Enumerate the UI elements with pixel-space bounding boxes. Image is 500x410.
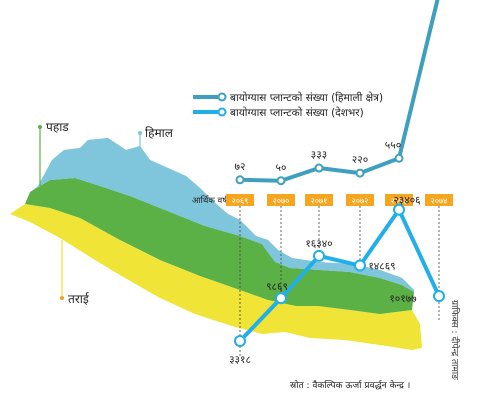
region-callouts: हिमाल पहाड तराई (38, 120, 174, 306)
year-tick-label: २०७१ (311, 197, 328, 206)
series-point (393, 203, 405, 216)
series-point (433, 290, 445, 303)
data-label: ५० (276, 162, 287, 174)
legend-item-deshbhar: बायोग्यास प्लान्टको संख्या (देशभर) (193, 106, 364, 119)
year-tick-box (346, 194, 374, 206)
year-tick-box (385, 194, 413, 206)
terai-callout-dot (60, 296, 64, 300)
data-label: ७२ (235, 161, 246, 173)
series-point (394, 153, 404, 163)
data-label: २३४०६ (393, 195, 420, 207)
data-label: १६३४० (305, 238, 332, 250)
series-point (354, 259, 366, 272)
series-point (313, 249, 325, 262)
year-tick-label: २०७३ (391, 197, 408, 206)
legend-deshbhar-label: बायोग्यास प्लान्टको संख्या (देशभर) (230, 106, 364, 119)
graphics-credit: ग्राफिक्स : दीपेन्द्र तामाङ (449, 300, 459, 380)
year-tick: २०७१ (305, 194, 333, 206)
nepal-map (10, 138, 422, 350)
year-tick-box (226, 194, 254, 206)
year-tick: २०७२ (346, 194, 374, 206)
himal-region-north (30, 138, 414, 292)
year-ticks: २०६९ २०७० २०७१ २०७२ २०७३ २०७४ (226, 194, 453, 206)
series-line (239, 0, 440, 183)
data-label: १४८६९ (368, 261, 395, 273)
data-label: १०१७७ (389, 293, 417, 305)
series-point (276, 176, 286, 186)
year-tick: २०७४ (425, 194, 453, 206)
year-tick: २०७० (267, 194, 295, 206)
source-note: स्रोत : वैकल्पिक ऊर्जा प्रवर्द्धन केन्द्… (290, 379, 410, 391)
data-label: ९८६९ (266, 281, 288, 293)
year-tick-label: २०७२ (352, 197, 369, 206)
series-himali: ७२५०३३३२२०५५०६,५१७ (235, 0, 440, 186)
series-point (234, 335, 246, 347)
legend-himali-label: बायोग्यास प्लान्टको संख्या (हिमाली क्षेत… (230, 91, 383, 104)
pahad-region (25, 178, 414, 314)
terai-region (10, 204, 422, 350)
legend-deshbhar-marker (217, 107, 227, 117)
year-tick-label: २०७४ (431, 197, 448, 206)
year-tick-label: २०६९ (232, 197, 249, 206)
x-axis-title: आर्थिक वर्ष (192, 195, 228, 206)
series-point (314, 163, 324, 173)
year-tick-box (267, 194, 295, 206)
data-label: ३३३ (311, 149, 327, 161)
legend-himali-marker (217, 92, 227, 102)
series-line (238, 207, 441, 343)
himal-label: हिमाल (145, 126, 174, 140)
year-tick-box (425, 194, 453, 206)
series-deshbhar: ३३१८ ९८६९ १६३४० १४८६९ २३४०६ १०१७७ (229, 195, 445, 366)
data-label: ३३१८ (229, 354, 251, 366)
data-label: २२० (352, 154, 368, 166)
series-point (275, 292, 287, 305)
himal-callout-dot (138, 131, 142, 135)
terai-label: तराई (68, 292, 90, 306)
legend-item-himali: बायोग्यास प्लान्टको संख्या (हिमाली क्षेत… (193, 91, 383, 104)
data-label: ५५० (385, 139, 401, 151)
year-tick-label: २०७० (273, 197, 290, 206)
year-tick: २०६९ (226, 194, 254, 206)
pahad-label: पहाड (46, 120, 69, 134)
legend: बायोग्यास प्लान्टको संख्या (हिमाली क्षेत… (193, 91, 383, 119)
pahad-callout-dot (38, 125, 42, 129)
series-point (355, 168, 365, 178)
series-point (235, 175, 245, 185)
year-tick-box (305, 194, 333, 206)
year-tick: २०७३ (385, 194, 413, 206)
